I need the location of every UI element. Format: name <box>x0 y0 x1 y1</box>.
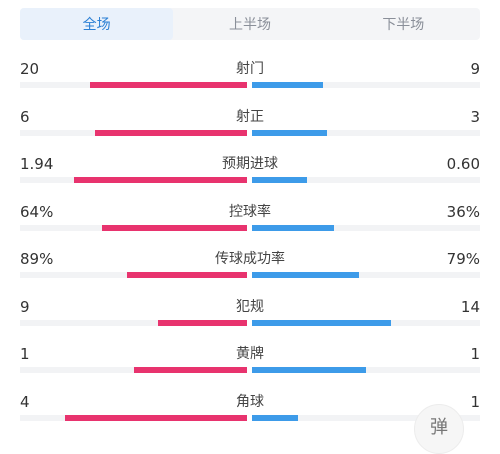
tab-second-half[interactable]: 下半场 <box>382 17 425 33</box>
home-value: 1.94 <box>20 155 54 173</box>
away-bar <box>252 272 360 278</box>
stat-row-corners: 4 角球 1 <box>0 387 500 435</box>
home-bar <box>101 224 247 231</box>
stat-row-pass-accuracy: 89% 传球成功率 79% <box>0 244 500 292</box>
away-bar <box>252 177 307 183</box>
home-value: 6 <box>20 107 30 126</box>
away-value: 14 <box>460 297 480 316</box>
stat-row-yellow-cards: 1 黄牌 1 <box>0 339 500 387</box>
away-value: 1 <box>470 392 480 411</box>
away-value: 79% <box>446 250 480 268</box>
stat-label: 角球 <box>236 393 264 410</box>
away-value: 0.60 <box>446 155 480 173</box>
home-bar <box>126 272 247 278</box>
stat-label: 射门 <box>236 61 264 77</box>
tab-first-half[interactable]: 上半场 <box>228 17 271 33</box>
tab-full-match[interactable]: 全场 <box>20 8 174 40</box>
away-value: 1 <box>470 345 480 363</box>
stat-row-expected-goals: 1.94 预期进球 0.60 <box>0 149 500 197</box>
home-bar <box>65 414 247 421</box>
home-value: 89% <box>20 250 54 268</box>
home-bar <box>133 367 247 373</box>
away-value: 3 <box>470 107 480 126</box>
away-bar <box>252 224 335 231</box>
stat-row-fouls: 9 犯规 14 <box>0 292 500 340</box>
stat-label: 射正 <box>236 108 264 125</box>
home-value: 9 <box>20 297 30 316</box>
away-bar <box>252 414 298 421</box>
stat-row-possession: 64% 控球率 36% <box>0 197 500 245</box>
away-value: 9 <box>470 60 480 78</box>
away-value: 36% <box>446 202 480 221</box>
away-bar <box>252 129 328 136</box>
away-bar <box>252 82 323 88</box>
stat-label: 控球率 <box>229 203 271 220</box>
home-bar <box>74 177 247 183</box>
stat-row-shots: 20 射门 9 <box>0 54 500 102</box>
stat-row-shots-on-target: 6 射正 3 <box>0 102 500 150</box>
home-bar <box>90 82 247 88</box>
away-bar <box>252 367 366 373</box>
stats-list: 20 射门 9 6 射正 3 1.94 预期进球 0.60 64% 控球率 36… <box>0 54 500 434</box>
stat-label: 犯规 <box>236 298 264 315</box>
stat-label: 预期进球 <box>222 156 278 172</box>
stat-label: 黄牌 <box>236 346 264 362</box>
danmaku-label: 弹 <box>430 417 448 438</box>
home-value: 1 <box>20 345 30 363</box>
stat-label: 传球成功率 <box>215 251 285 267</box>
away-bar <box>252 319 392 326</box>
home-value: 4 <box>20 392 30 411</box>
home-value: 64% <box>20 202 54 221</box>
danmaku-button[interactable]: 弹 <box>414 404 464 454</box>
home-bar <box>158 319 247 326</box>
home-bar <box>94 129 247 136</box>
home-value: 20 <box>20 60 40 78</box>
period-tabs: 全场 上半场 下半场 <box>20 8 480 40</box>
